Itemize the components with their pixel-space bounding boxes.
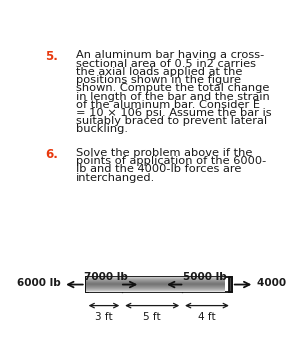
Text: An aluminum bar having a cross-: An aluminum bar having a cross-	[76, 50, 264, 60]
Text: shown. Compute the total change: shown. Compute the total change	[76, 83, 269, 93]
Bar	[86, 277, 88, 292]
Text: 5000 lb: 5000 lb	[183, 272, 226, 282]
Text: 6.: 6.	[45, 148, 58, 161]
Text: 5 ft: 5 ft	[143, 312, 161, 322]
Text: in length of the bar and the strain: in length of the bar and the strain	[76, 92, 269, 101]
Text: 3 ft: 3 ft	[95, 312, 113, 322]
Text: 4 ft: 4 ft	[198, 312, 216, 322]
Text: = 10 × 106 psi. Assume the bar is: = 10 × 106 psi. Assume the bar is	[76, 108, 271, 118]
Text: Solve the problem above if the: Solve the problem above if the	[76, 148, 252, 158]
Text: interchanged.: interchanged.	[76, 173, 155, 183]
Text: 4000 lb: 4000 lb	[256, 278, 290, 288]
Text: 5.: 5.	[45, 50, 58, 63]
Text: positions shown in the figure: positions shown in the figure	[76, 75, 241, 85]
Text: points of application of the 6000-: points of application of the 6000-	[76, 156, 266, 166]
Text: buckling.: buckling.	[76, 125, 128, 134]
Text: suitably braced to prevent lateral: suitably braced to prevent lateral	[76, 116, 267, 126]
Text: lb and the 4000-lb forces are: lb and the 4000-lb forces are	[76, 164, 241, 174]
Bar	[229, 277, 232, 292]
Text: 7000 lb: 7000 lb	[84, 272, 128, 282]
Text: 6000 lb: 6000 lb	[17, 278, 61, 288]
Text: of the aluminum bar. Consider E: of the aluminum bar. Consider E	[76, 100, 260, 110]
Bar	[86, 277, 232, 292]
Text: the axial loads applied at the: the axial loads applied at the	[76, 67, 242, 77]
Text: sectional area of 0.5 in2 carries: sectional area of 0.5 in2 carries	[76, 59, 255, 69]
